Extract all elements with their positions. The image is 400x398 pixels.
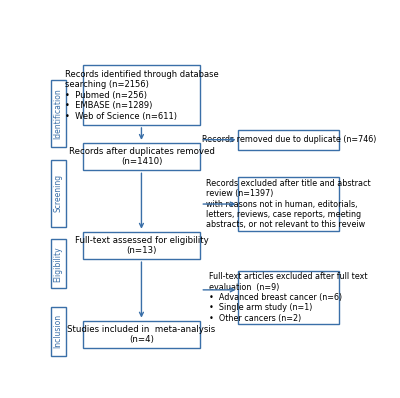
Text: Full-text assessed for eligibility
(n=13): Full-text assessed for eligibility (n=13… bbox=[74, 236, 208, 255]
Text: Records removed due to duplicate (n=746): Records removed due to duplicate (n=746) bbox=[202, 135, 376, 144]
FancyBboxPatch shape bbox=[51, 239, 66, 288]
FancyBboxPatch shape bbox=[82, 65, 200, 125]
Text: Records after duplicates removed
(n=1410): Records after duplicates removed (n=1410… bbox=[68, 147, 214, 166]
Text: Eligibility: Eligibility bbox=[54, 246, 62, 282]
Text: Studies included in  meta-analysis
(n=4): Studies included in meta-analysis (n=4) bbox=[67, 325, 216, 344]
FancyBboxPatch shape bbox=[238, 130, 339, 150]
Text: Records identified through database
searching (n=2156)
•  Pubmed (n=256)
•  EMBA: Records identified through database sear… bbox=[64, 70, 218, 121]
FancyBboxPatch shape bbox=[82, 320, 200, 348]
FancyBboxPatch shape bbox=[51, 307, 66, 356]
FancyBboxPatch shape bbox=[238, 271, 339, 324]
FancyBboxPatch shape bbox=[82, 232, 200, 259]
FancyBboxPatch shape bbox=[82, 143, 200, 170]
FancyBboxPatch shape bbox=[238, 177, 339, 231]
FancyBboxPatch shape bbox=[51, 80, 66, 147]
Text: Records excluded after title and abstract
review (n=1397)
with reasons not in hu: Records excluded after title and abstrac… bbox=[206, 179, 371, 229]
Text: Full-text articles excluded after full text
evaluation  (n=9)
•  Advanced breast: Full-text articles excluded after full t… bbox=[210, 272, 368, 323]
Text: Inclusion: Inclusion bbox=[54, 314, 62, 348]
Text: Screening: Screening bbox=[54, 174, 62, 213]
Text: Identification: Identification bbox=[54, 88, 62, 139]
FancyBboxPatch shape bbox=[51, 160, 66, 227]
